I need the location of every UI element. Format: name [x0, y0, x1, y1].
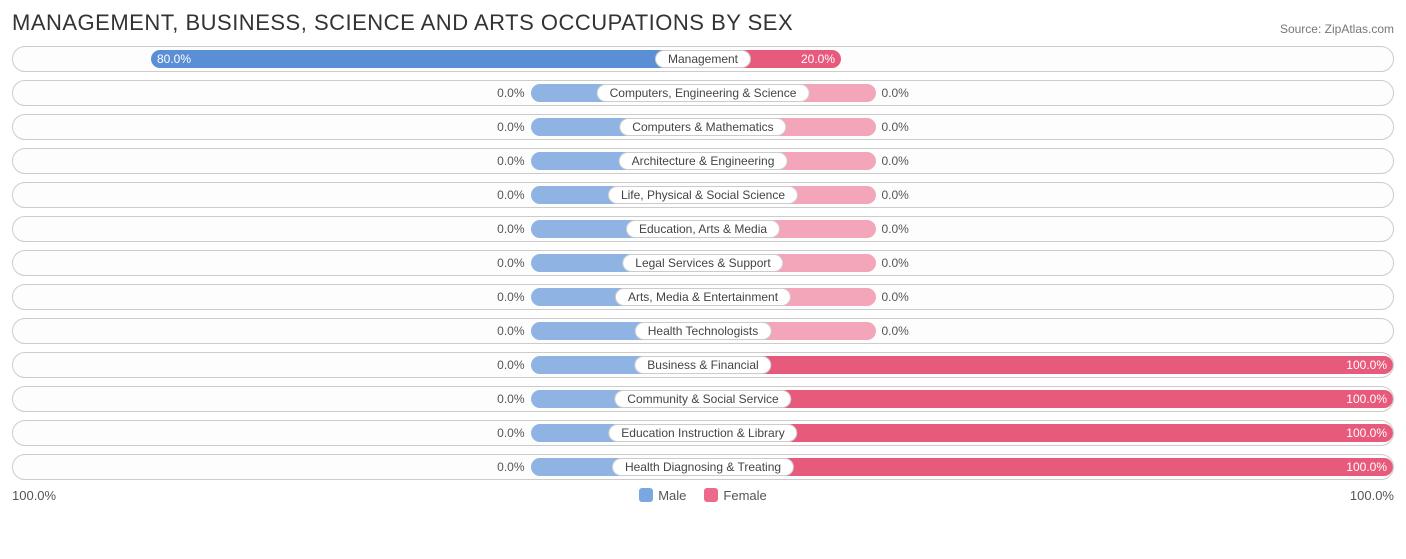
header: MANAGEMENT, BUSINESS, SCIENCE AND ARTS O…	[12, 10, 1394, 36]
category-label: Life, Physical & Social Science	[608, 186, 798, 204]
male-value: 0.0%	[497, 392, 524, 406]
legend-male: Male	[639, 488, 686, 503]
female-value: 0.0%	[882, 120, 909, 134]
female-value: 0.0%	[882, 290, 909, 304]
chart-row: 0.0% 100.0% Business & Financial	[12, 352, 1394, 378]
chart-row: 0.0% 0.0% Legal Services & Support	[12, 250, 1394, 276]
female-swatch-icon	[704, 488, 718, 502]
female-bar: 100.0%	[703, 356, 1393, 374]
chart-row: 0.0% 100.0% Community & Social Service	[12, 386, 1394, 412]
legend-male-label: Male	[658, 488, 686, 503]
female-value: 100.0%	[1346, 358, 1387, 372]
category-label: Computers & Mathematics	[619, 118, 786, 136]
chart-row: 0.0% 0.0% Computers, Engineering & Science	[12, 80, 1394, 106]
axis-left-label: 100.0%	[12, 488, 56, 503]
male-value: 0.0%	[497, 290, 524, 304]
female-value: 0.0%	[882, 188, 909, 202]
male-swatch-icon	[639, 488, 653, 502]
male-value: 0.0%	[497, 460, 524, 474]
female-value: 100.0%	[1346, 392, 1387, 406]
male-value: 0.0%	[497, 256, 524, 270]
chart-row: 0.0% 0.0% Health Technologists	[12, 318, 1394, 344]
male-value: 0.0%	[497, 154, 524, 168]
chart-source: Source: ZipAtlas.com	[1280, 22, 1394, 36]
male-value: 0.0%	[497, 188, 524, 202]
female-bar: 100.0%	[703, 458, 1393, 476]
male-value: 0.0%	[497, 324, 524, 338]
legend-female: Female	[704, 488, 766, 503]
chart-row: 0.0% 0.0% Architecture & Engineering	[12, 148, 1394, 174]
male-value: 80.0%	[157, 52, 191, 66]
male-value: 0.0%	[497, 358, 524, 372]
male-value: 0.0%	[497, 222, 524, 236]
category-label: Community & Social Service	[614, 390, 791, 408]
category-label: Business & Financial	[634, 356, 771, 374]
female-value: 0.0%	[882, 256, 909, 270]
chart-row: 0.0% 0.0% Arts, Media & Entertainment	[12, 284, 1394, 310]
chart-row: 0.0% 0.0% Life, Physical & Social Science	[12, 182, 1394, 208]
male-value: 0.0%	[497, 86, 524, 100]
category-label: Computers, Engineering & Science	[597, 84, 810, 102]
legend: Male Female	[639, 488, 767, 503]
female-value: 100.0%	[1346, 426, 1387, 440]
category-label: Architecture & Engineering	[619, 152, 788, 170]
category-label: Arts, Media & Entertainment	[615, 288, 791, 306]
male-value: 0.0%	[497, 120, 524, 134]
female-value: 0.0%	[882, 86, 909, 100]
chart-area: 80.0% 20.0% Management 0.0% 0.0% Computers, E…	[12, 46, 1394, 480]
female-value: 0.0%	[882, 324, 909, 338]
axis-right-label: 100.0%	[1350, 488, 1394, 503]
category-label: Health Diagnosing & Treating	[612, 458, 794, 476]
category-label: Management	[655, 50, 751, 68]
category-label: Education, Arts & Media	[626, 220, 780, 238]
female-value: 20.0%	[801, 52, 835, 66]
female-value: 100.0%	[1346, 460, 1387, 474]
chart-title: MANAGEMENT, BUSINESS, SCIENCE AND ARTS O…	[12, 10, 793, 36]
chart-row: 0.0% 0.0% Computers & Mathematics	[12, 114, 1394, 140]
footer: 100.0% Male Female 100.0%	[12, 488, 1394, 503]
category-label: Health Technologists	[635, 322, 772, 340]
female-value: 0.0%	[882, 222, 909, 236]
chart-row: 80.0% 20.0% Management	[12, 46, 1394, 72]
male-value: 0.0%	[497, 426, 524, 440]
female-bar: 100.0%	[703, 390, 1393, 408]
chart-row: 0.0% 0.0% Education, Arts & Media	[12, 216, 1394, 242]
female-value: 0.0%	[882, 154, 909, 168]
chart-row: 0.0% 100.0% Education Instruction & Librar…	[12, 420, 1394, 446]
male-bar: 80.0%	[151, 50, 703, 68]
category-label: Legal Services & Support	[622, 254, 783, 272]
category-label: Education Instruction & Library	[608, 424, 797, 442]
chart-row: 0.0% 100.0% Health Diagnosing & Treating	[12, 454, 1394, 480]
female-bar: 100.0%	[703, 424, 1393, 442]
legend-female-label: Female	[723, 488, 766, 503]
